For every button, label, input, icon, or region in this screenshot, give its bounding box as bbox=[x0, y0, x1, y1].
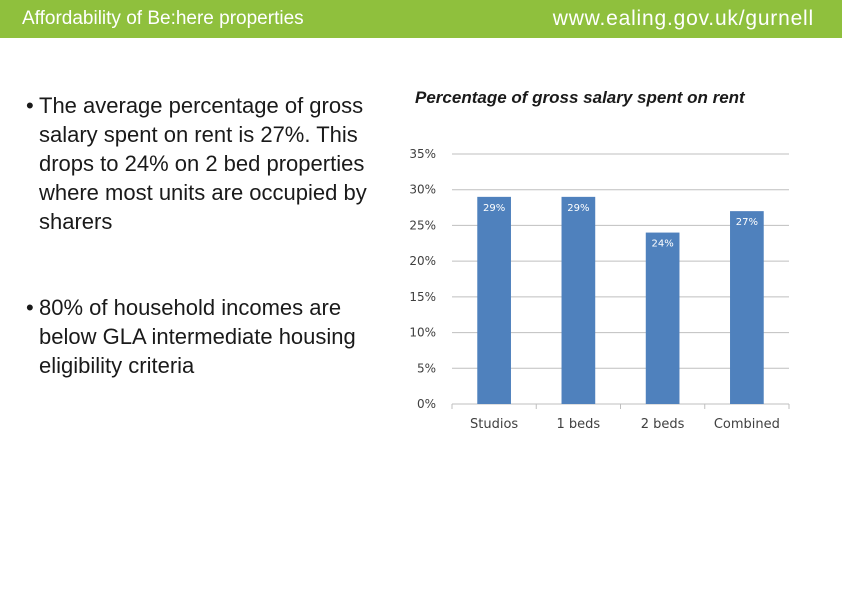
x-tick-label: 1 beds bbox=[557, 417, 601, 432]
bullet-marker: • bbox=[26, 93, 34, 118]
y-tick-label: 0% bbox=[417, 397, 436, 411]
x-tick-label: 2 beds bbox=[641, 417, 685, 432]
bar bbox=[730, 211, 764, 404]
bullet-item-household-incomes: • 80% of household incomes are below GLA… bbox=[22, 293, 392, 380]
y-tick-label: 20% bbox=[409, 254, 436, 268]
y-tick-label: 5% bbox=[417, 361, 436, 375]
y-tick-label: 30% bbox=[409, 183, 436, 197]
data-label: 24% bbox=[652, 239, 674, 250]
data-label: 27% bbox=[736, 217, 758, 228]
data-label: 29% bbox=[567, 203, 589, 214]
x-tick-label: Studios bbox=[470, 417, 518, 432]
bar bbox=[645, 232, 680, 404]
bar bbox=[561, 196, 596, 404]
y-tick-label: 15% bbox=[409, 290, 436, 304]
data-label: 29% bbox=[483, 203, 505, 214]
bullet-item-rent-percentage: • The average percentage of gross salary… bbox=[22, 91, 392, 236]
bullet-text: 80% of household incomes are below GLA i… bbox=[39, 295, 356, 378]
header-bar: Affordability of Be:here properties www.… bbox=[0, 0, 842, 38]
bar bbox=[477, 196, 511, 404]
bullet-text: The average percentage of gross salary s… bbox=[39, 93, 367, 234]
x-tick-label: Combined bbox=[714, 417, 780, 432]
bullet-marker: • bbox=[26, 295, 34, 320]
page-title: Affordability of Be:here properties bbox=[22, 8, 304, 29]
y-tick-label: 10% bbox=[409, 326, 436, 340]
website-url[interactable]: www.ealing.gov.uk/gurnell bbox=[552, 7, 814, 30]
y-tick-label: 25% bbox=[409, 218, 436, 232]
chart-title: Percentage of gross salary spent on rent bbox=[415, 88, 745, 107]
y-tick-label: 35% bbox=[409, 147, 436, 161]
